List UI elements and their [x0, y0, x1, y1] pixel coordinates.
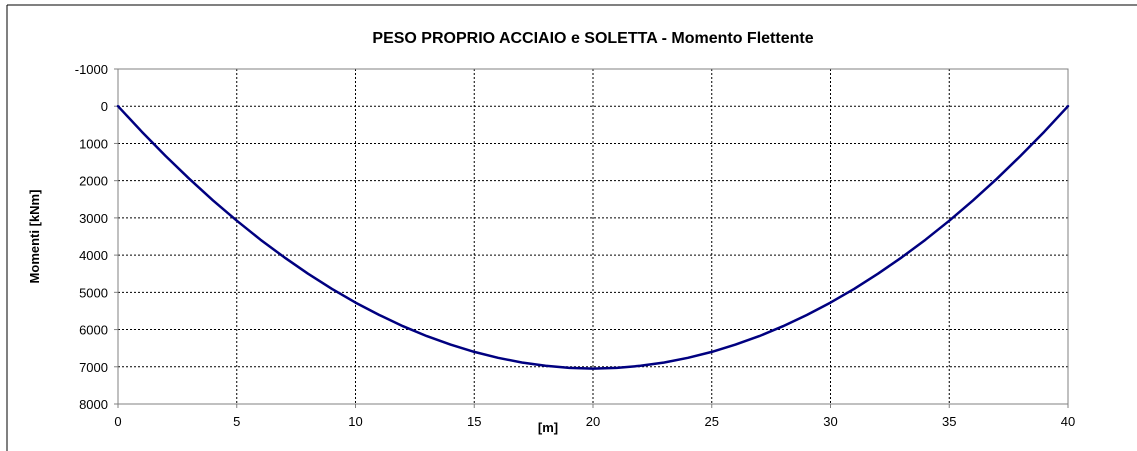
y-tick-label: 5000 [79, 285, 108, 300]
x-tick-label: 40 [1061, 414, 1075, 429]
chart-title: PESO PROPRIO ACCIAIO e SOLETTA - Momento… [372, 30, 814, 47]
x-tick-label: 20 [586, 414, 600, 429]
y-tick-label: 1000 [79, 136, 108, 151]
y-tick-label: 4000 [79, 248, 108, 263]
y-tick-label: 7000 [79, 360, 108, 375]
series-line [116, 104, 1070, 370]
x-tick-label: 30 [823, 414, 837, 429]
x-axis-title: [m] [538, 420, 558, 435]
y-tick-label: 3000 [79, 211, 108, 226]
x-tick-label: 0 [114, 414, 121, 429]
x-tick-label: 35 [942, 414, 956, 429]
x-tick-label: 25 [705, 414, 719, 429]
y-tick-label: 0 [101, 99, 108, 114]
series-group [116, 104, 1070, 370]
grid-lines [118, 69, 1068, 404]
y-tick-label: -1000 [75, 62, 108, 77]
x-tick-label: 10 [348, 414, 362, 429]
y-tick-label: 2000 [79, 174, 108, 189]
y-tick-label: 6000 [79, 323, 108, 338]
x-tick-label: 15 [467, 414, 481, 429]
y-axis-title: Momenti [kNm] [27, 190, 42, 284]
tick-labels: 0 5 10 15 20 25 30 35 40 -1000 0 1000 2000 3000 4000 50… [75, 62, 1075, 429]
y-tick-label: 8000 [79, 397, 108, 412]
x-tick-label: 5 [233, 414, 240, 429]
